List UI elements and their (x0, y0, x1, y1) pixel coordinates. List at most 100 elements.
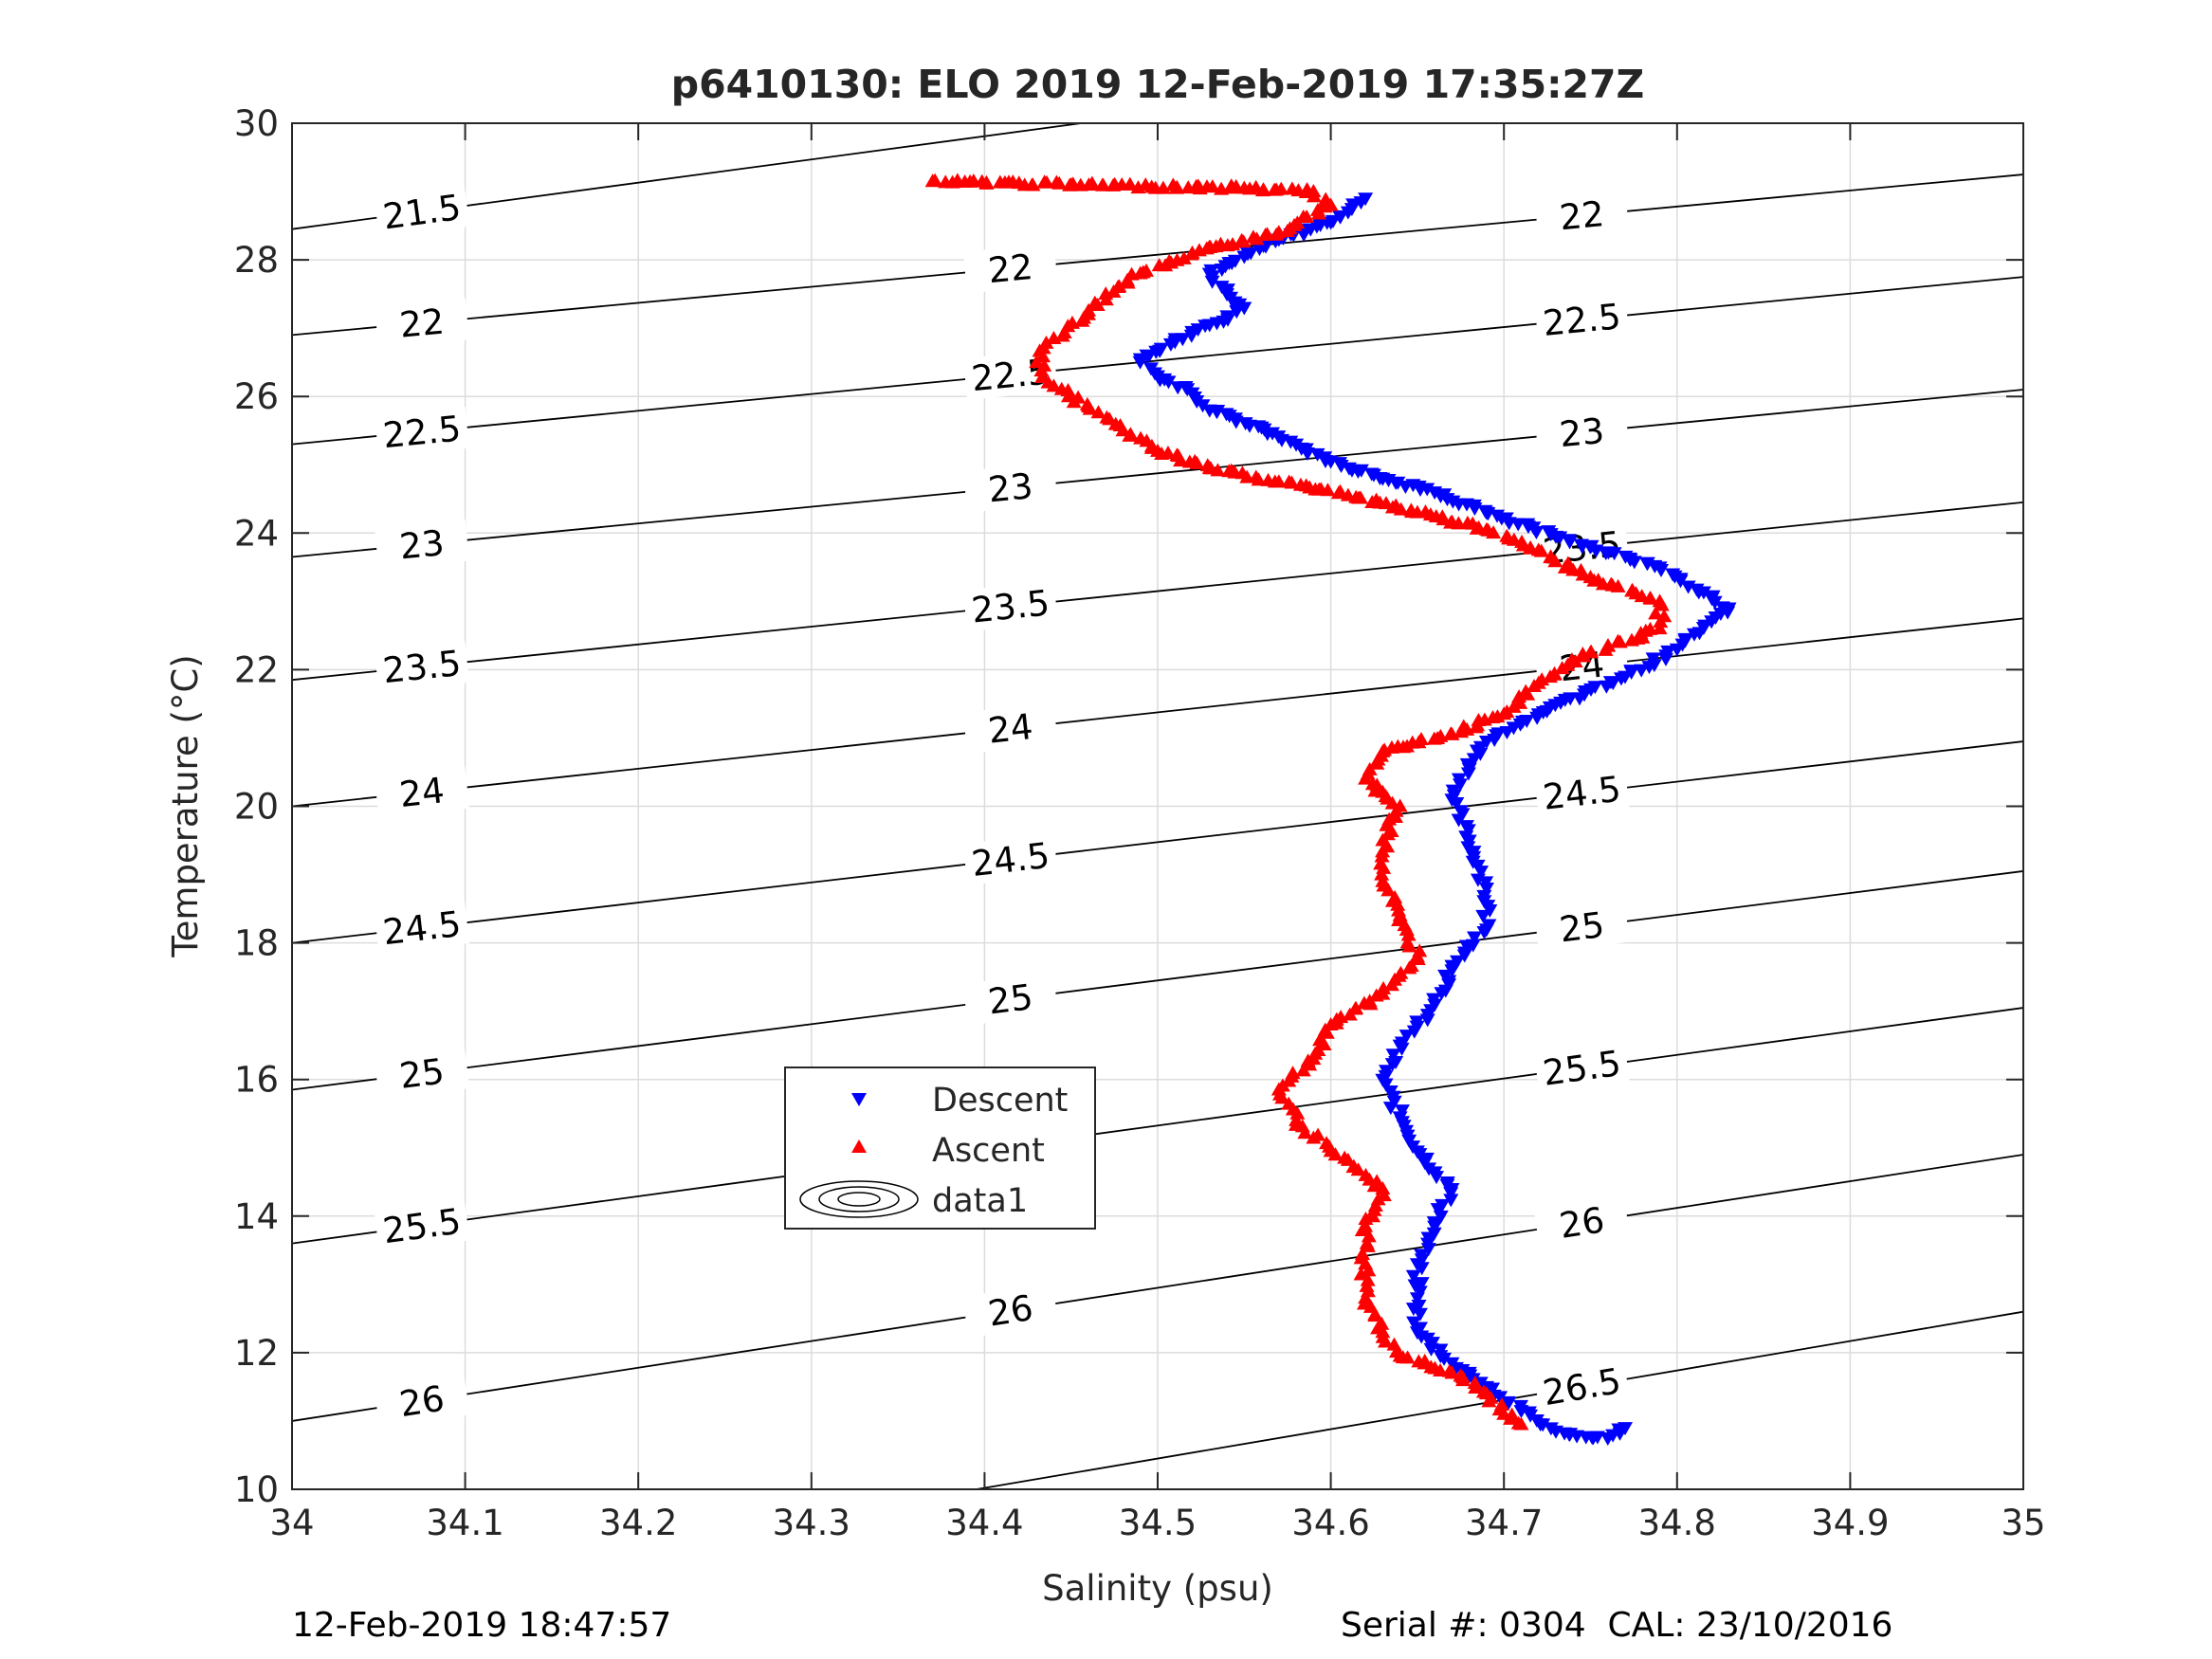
data-point (1120, 275, 1136, 289)
data-point (1274, 1090, 1290, 1104)
x-tick-label: 34.7 (1465, 1503, 1543, 1543)
contour-label-bg (375, 406, 469, 457)
legend-descent-label: Descent (932, 1082, 1068, 1120)
contour-label: 23.5 (381, 643, 463, 691)
contour-label-bg (374, 641, 469, 692)
data-point (1046, 330, 1062, 344)
data-point (1356, 995, 1372, 1010)
data-point (1235, 234, 1252, 248)
data-point (1245, 229, 1261, 244)
data-point (1148, 345, 1164, 359)
data-point (1478, 882, 1494, 896)
contour-label: 22 (1558, 193, 1606, 238)
contour-label-bg (962, 462, 1058, 513)
data-point (1074, 313, 1090, 327)
data-point (1434, 987, 1450, 1001)
data-point (1132, 356, 1148, 370)
data-point (1384, 1058, 1400, 1072)
contour-label-bg (374, 1373, 470, 1429)
contour-label: 24.5 (969, 835, 1051, 884)
data-point (1367, 1308, 1383, 1322)
data-point (1296, 228, 1312, 243)
y-tick-label: 12 (234, 1333, 279, 1374)
data-point (1084, 175, 1100, 190)
x-tick-label: 34 (269, 1503, 314, 1543)
x-axis-label: Salinity (psu) (1042, 1568, 1273, 1609)
y-tick-label: 30 (234, 103, 279, 144)
contour-label-bg (1534, 190, 1630, 241)
data-point (1271, 474, 1287, 488)
data-point (1468, 720, 1484, 734)
x-tick-label: 34.9 (1811, 1503, 1889, 1543)
y-tick-label: 20 (234, 787, 279, 828)
data-point (1330, 485, 1346, 500)
data-point (1528, 525, 1545, 539)
series-ascent (924, 173, 1673, 1431)
data-point (1360, 1272, 1376, 1286)
contour-label-bg (1534, 766, 1630, 819)
data-point (1390, 897, 1406, 911)
contour-label-bg (962, 972, 1059, 1026)
data-point (1513, 1416, 1529, 1431)
data-point (1236, 250, 1252, 264)
contour-label: 23 (1558, 410, 1606, 455)
x-tick-label: 34.1 (426, 1503, 503, 1543)
data-point (1332, 210, 1348, 225)
data-point (1610, 578, 1626, 592)
y-tick-label: 22 (234, 649, 279, 690)
data-point (1342, 1007, 1358, 1021)
data-point (1161, 375, 1177, 390)
data-point (1454, 1373, 1471, 1387)
data-point (1618, 1422, 1634, 1436)
contour-label: 25 (397, 1050, 447, 1097)
data-point (1704, 615, 1720, 629)
contour-label-bg (374, 1198, 470, 1253)
data-point (1492, 1391, 1508, 1405)
data-point (1576, 648, 1592, 663)
contour-label-bg (374, 1047, 470, 1101)
data-point (1542, 669, 1558, 684)
data-point (1398, 1030, 1415, 1044)
data-point (1426, 731, 1442, 745)
data-point (1036, 174, 1052, 189)
data-point (1353, 1267, 1369, 1281)
density-contour-line (292, 1154, 2023, 1422)
data-point (1066, 394, 1082, 409)
data-point (1612, 634, 1628, 648)
data-point (1707, 595, 1723, 610)
density-contour-line (292, 173, 2023, 337)
data-point (1547, 554, 1563, 568)
data-point (1526, 679, 1543, 693)
contour-label-bg (1534, 407, 1630, 458)
density-contour-line (971, 1310, 2023, 1489)
data-point (1197, 319, 1214, 334)
data-point (1204, 179, 1220, 193)
data-point (1366, 1202, 1382, 1216)
contour-label-bg (1533, 1041, 1630, 1095)
data-point (1643, 591, 1659, 605)
data-point (1641, 661, 1657, 675)
data-point (1606, 547, 1622, 561)
data-point (1475, 909, 1491, 923)
data-series (924, 173, 1737, 1446)
legend-data1-label: data1 (932, 1182, 1028, 1220)
data-point (1306, 1130, 1322, 1144)
contour-label-bg (962, 1283, 1059, 1339)
data-point (1378, 1078, 1394, 1092)
data-point (927, 173, 943, 187)
contour-label-bg (374, 766, 470, 818)
data-point (1369, 756, 1385, 770)
data-point (1024, 177, 1040, 191)
contour-label-bg (1533, 900, 1630, 954)
data-point (1098, 292, 1114, 306)
data-point (1297, 1125, 1313, 1139)
data-point (1284, 475, 1300, 489)
data-point (1189, 455, 1205, 469)
data-point (1382, 1102, 1398, 1116)
contour-label-bg (1533, 1358, 1631, 1415)
data-point (1453, 724, 1470, 738)
contour-label-bg (962, 832, 1059, 885)
data-point (1589, 1431, 1605, 1445)
legend-ascent-marker (851, 1139, 867, 1153)
data-point (1412, 1307, 1428, 1322)
